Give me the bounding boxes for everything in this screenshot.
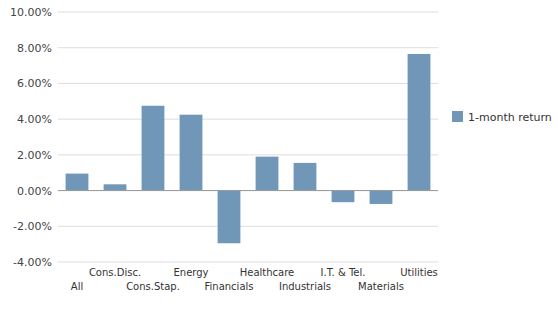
y-tick-label: 4.00% (17, 113, 52, 126)
grid-line (58, 154, 438, 155)
legend-label: 1-month return (468, 111, 552, 124)
x-tick-label: All (71, 281, 83, 292)
x-tick-label: Energy (173, 267, 208, 278)
x-tick-label: Cons.Disc. (89, 267, 141, 278)
bar (332, 191, 355, 203)
x-tick-label: Utilities (400, 267, 438, 278)
chart-svg: -4.00% -2.00% 0.00% 2.00% 4.00% 6.00% 8.00% 10.… (0, 0, 558, 319)
x-tick-label: I.T. & Tel. (321, 267, 366, 278)
bar (256, 157, 279, 191)
bar (142, 106, 165, 191)
grid-line (58, 83, 438, 84)
grid-line (58, 119, 438, 120)
bar (370, 191, 393, 204)
bar (104, 184, 127, 190)
bar (294, 163, 317, 191)
chart-container: -4.00% -2.00% 0.00% 2.00% 4.00% 6.00% 8.00% 10.… (0, 0, 558, 319)
bars (66, 54, 431, 243)
zero-line (58, 190, 438, 191)
bar (218, 191, 241, 244)
legend-swatch (452, 111, 463, 122)
x-tick-label: Industrials (279, 281, 331, 292)
y-tick-label: 0.00% (17, 185, 52, 198)
grid-line (58, 226, 438, 227)
y-tick-label: -4.00% (13, 256, 52, 269)
y-tick-label: 2.00% (17, 149, 52, 162)
y-tick-label: 6.00% (17, 77, 52, 90)
grid-line (58, 47, 438, 48)
y-tick-label: 8.00% (17, 42, 52, 55)
y-tick-label: 10.00% (10, 6, 52, 19)
grid (58, 12, 438, 262)
legend: 1-month return (452, 111, 552, 124)
grid-line (58, 262, 438, 263)
bar (180, 115, 203, 191)
bar (408, 54, 431, 191)
x-tick-label: Materials (358, 281, 404, 292)
grid-line (58, 12, 438, 13)
y-tick-label: -2.00% (13, 220, 52, 233)
x-tick-label: Cons.Stap. (126, 281, 180, 292)
grid-line (58, 190, 438, 191)
x-tick-label: Healthcare (240, 267, 295, 278)
x-tick-label: Financials (205, 281, 254, 292)
bar (66, 174, 89, 191)
